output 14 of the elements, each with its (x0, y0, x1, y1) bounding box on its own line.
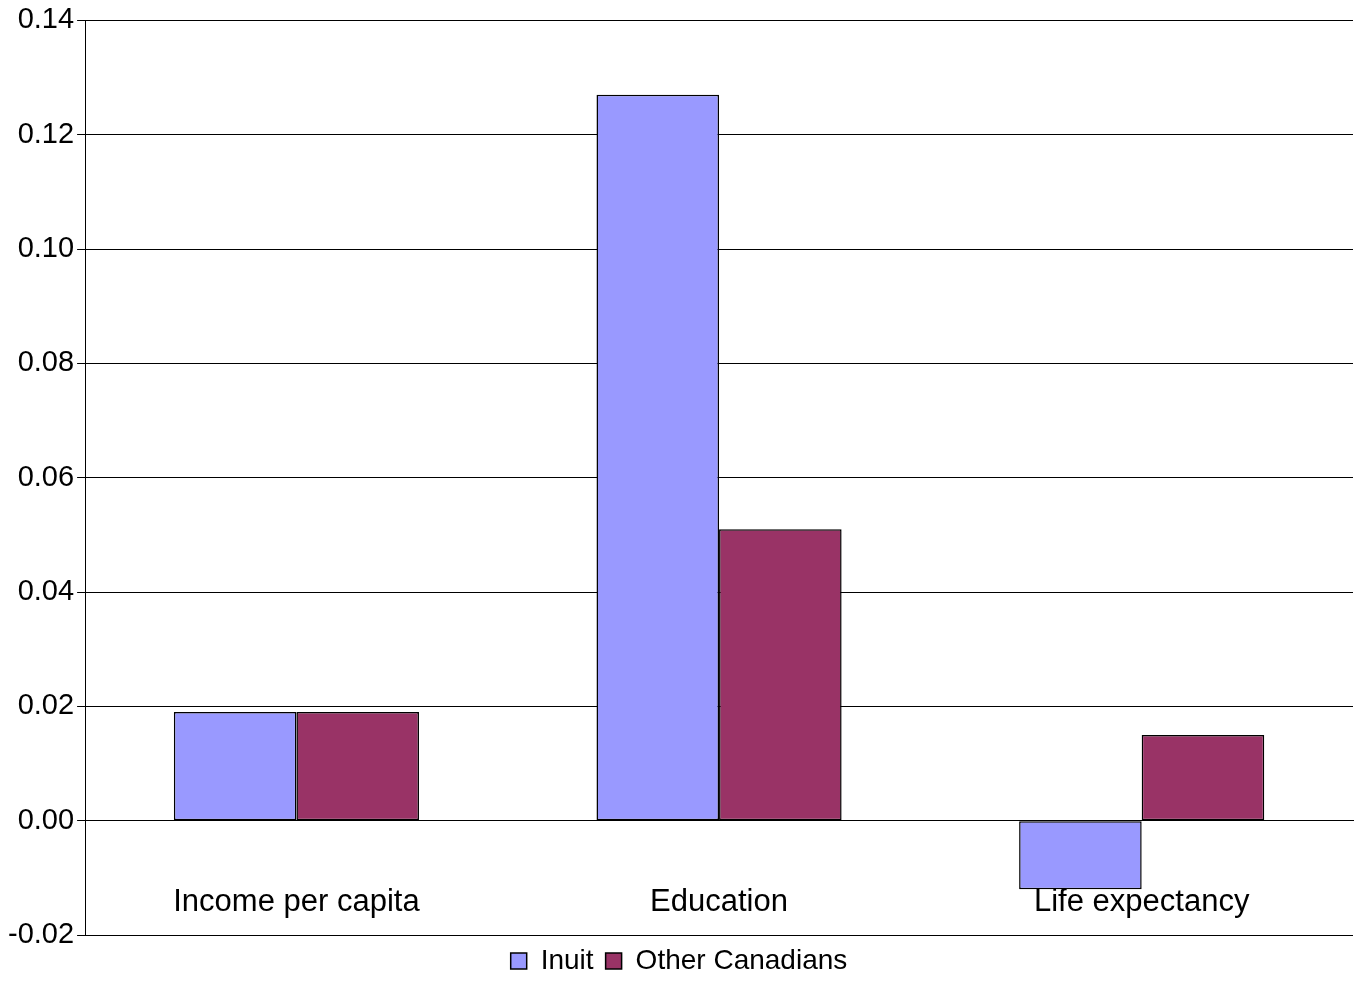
y-tick-label: 0.02 (17, 688, 75, 721)
y-tick-label: 0.12 (17, 116, 75, 149)
y-tick-label: -0.02 (7, 917, 75, 949)
x-tick-label: Education (650, 882, 788, 918)
y-tick-label: 0.14 (17, 2, 75, 35)
y-tick-label: 0.10 (17, 231, 75, 264)
legend-label: Inuit (540, 943, 594, 975)
legend-label: Other Canadians (635, 943, 848, 975)
y-tick-label: 0.00 (17, 802, 75, 835)
x-tick-label: Income per capita (173, 882, 421, 918)
x-tick-label: Life expectancy (1033, 882, 1250, 918)
y-tick-label: 0.08 (17, 345, 75, 378)
y-tick-label: 0.04 (17, 574, 75, 607)
y-tick-label: 0.06 (17, 459, 75, 492)
